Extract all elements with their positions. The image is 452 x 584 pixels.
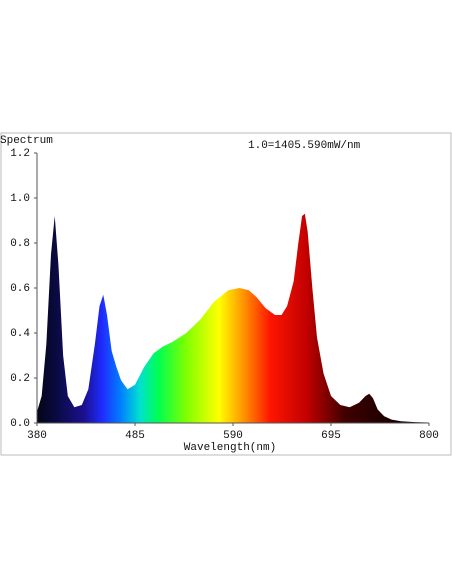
y-tick-label: 1.0 bbox=[10, 193, 30, 205]
x-tick-label: 380 bbox=[27, 430, 47, 442]
y-tick-label: 0.0 bbox=[10, 418, 30, 430]
y-tick-label: 1.2 bbox=[10, 148, 30, 160]
x-tick-label: 800 bbox=[419, 430, 439, 442]
x-tick-label: 590 bbox=[223, 430, 243, 442]
frame bbox=[0, 132, 452, 456]
x-tick-label: 695 bbox=[321, 430, 341, 442]
annotation: 1.0=1405.590mW/nm bbox=[248, 140, 361, 152]
spectrum-area bbox=[37, 213, 429, 423]
x-axis-label: Wavelength(nm) bbox=[184, 442, 276, 454]
y-tick-label: 0.2 bbox=[10, 373, 30, 385]
y-axis-label: Spectrum bbox=[0, 135, 53, 147]
y-tick-label: 0.6 bbox=[10, 283, 30, 295]
y-tick-label: 0.8 bbox=[10, 238, 30, 250]
x-tick-label: 485 bbox=[125, 430, 145, 442]
y-tick-label: 0.4 bbox=[10, 328, 30, 340]
